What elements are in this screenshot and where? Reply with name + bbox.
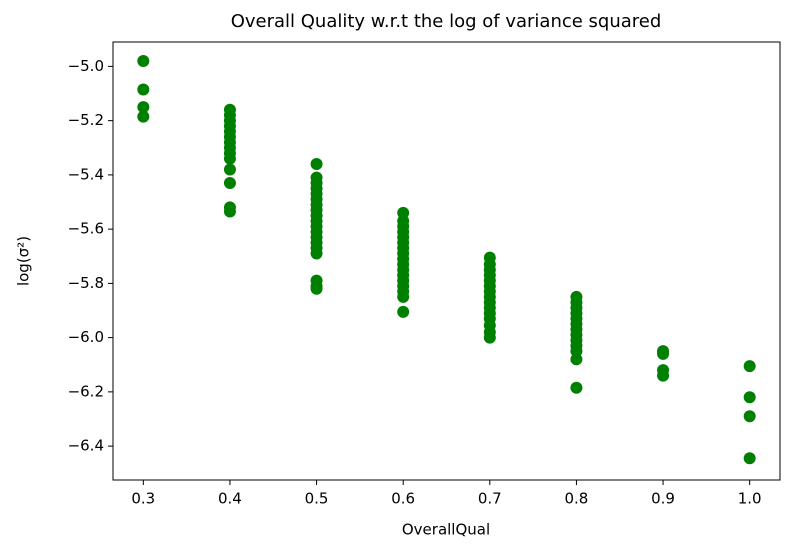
y-tick-label: −5.0 [68, 57, 104, 75]
scatter-point [137, 83, 150, 96]
scatter-point [657, 347, 670, 360]
scatter-point [137, 110, 150, 123]
scatter-point [570, 353, 583, 366]
scatter-point [223, 205, 236, 218]
x-tick-label: 0.6 [391, 490, 415, 508]
scatter-point [223, 152, 236, 165]
scatter-point [483, 331, 496, 344]
scatter-point [223, 163, 236, 176]
scatter-point [657, 369, 670, 382]
scatter-point [223, 177, 236, 190]
x-tick-label: 0.9 [651, 490, 675, 508]
y-tick-label: −6.2 [68, 382, 104, 400]
y-tick-label: −5.6 [68, 220, 104, 238]
x-tick-label: 0.5 [305, 490, 329, 508]
scatter-point [137, 54, 150, 67]
scatter-point [570, 381, 583, 394]
x-tick-label: 0.3 [131, 490, 155, 508]
x-tick-label: 1.0 [738, 490, 762, 508]
x-tick-label: 0.8 [565, 490, 589, 508]
scatter-point [137, 101, 150, 114]
x-tick-label: 0.7 [478, 490, 502, 508]
scatter-point [397, 290, 410, 303]
scatter-point [743, 452, 756, 465]
y-tick-label: −5.4 [68, 165, 104, 183]
scatter-point [310, 247, 323, 260]
chart-title: Overall Quality w.r.t the log of varianc… [231, 11, 662, 32]
y-axis-label: log(σ²) [15, 236, 33, 286]
x-tick-label: 0.4 [218, 490, 242, 508]
x-axis-label: OverallQual [402, 521, 490, 539]
y-tick-label: −5.2 [68, 111, 104, 129]
scatter-point [743, 360, 756, 373]
scatter-point [397, 305, 410, 318]
plot-frame [112, 41, 781, 481]
scatter-point [310, 282, 323, 295]
y-tick-label: −5.8 [68, 274, 104, 292]
scatter-point [310, 158, 323, 171]
y-tick-label: −6.0 [68, 328, 104, 346]
scatter-point [743, 391, 756, 404]
scatter-point [743, 410, 756, 423]
y-tick-label: −6.4 [68, 437, 104, 455]
